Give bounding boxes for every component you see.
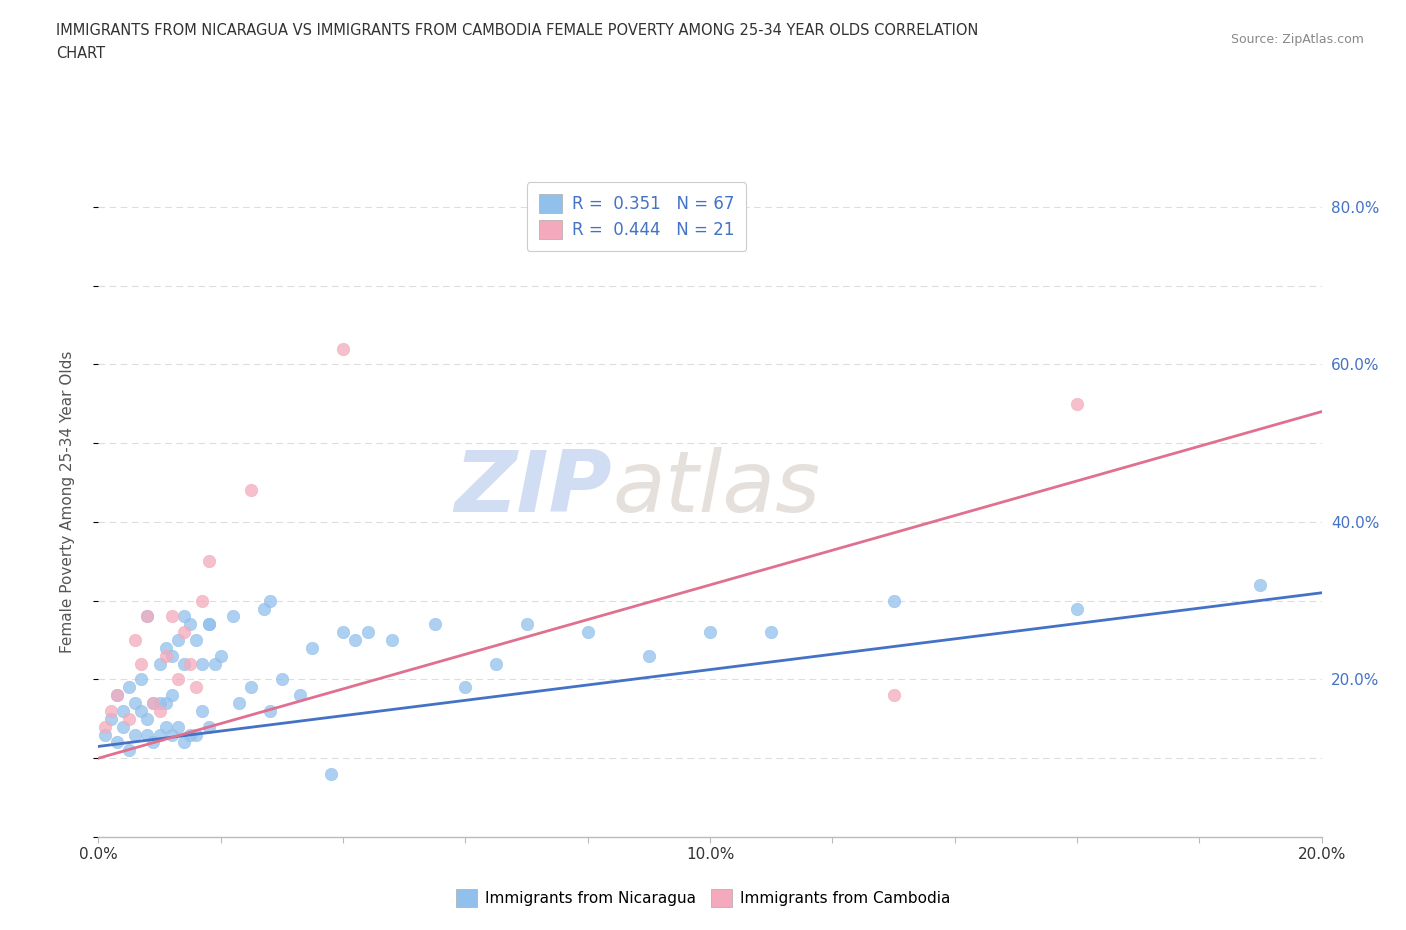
Point (167, 719, 190, 734)
Point (129, 657, 152, 671)
Point (191, 657, 214, 671)
Point (155, 641, 177, 656)
Point (516, 617, 538, 631)
Point (186, 727, 208, 742)
Point (1066, 396, 1088, 411)
Point (124, 696, 146, 711)
Point (197, 617, 219, 631)
Point (259, 703, 281, 718)
Point (124, 632, 146, 647)
Text: atlas: atlas (612, 447, 820, 530)
Point (191, 703, 214, 718)
Point (149, 703, 172, 718)
Point (1066, 601, 1088, 616)
Point (197, 719, 219, 734)
Text: ZIP: ZIP (454, 447, 612, 530)
Point (319, 766, 342, 781)
Point (142, 696, 165, 711)
Legend: Immigrants from Nicaragua, Immigrants from Cambodia: Immigrants from Nicaragua, Immigrants fr… (450, 884, 956, 913)
Point (186, 632, 208, 647)
Legend: R =  0.351   N = 67, R =  0.444   N = 21: R = 0.351 N = 67, R = 0.444 N = 21 (527, 182, 747, 251)
Point (155, 648, 177, 663)
Point (883, 593, 905, 608)
Point (485, 657, 508, 671)
Point (155, 719, 177, 734)
Point (136, 609, 159, 624)
Point (118, 680, 141, 695)
Point (160, 727, 183, 742)
Point (118, 711, 141, 726)
Point (129, 672, 152, 687)
Point (186, 680, 208, 695)
Point (252, 601, 274, 616)
Point (759, 625, 782, 640)
Point (111, 703, 134, 718)
Point (356, 625, 378, 640)
Point (204, 657, 226, 671)
Point (93, 719, 115, 734)
Point (155, 696, 177, 711)
Point (142, 735, 165, 750)
Point (240, 680, 263, 695)
Point (173, 609, 195, 624)
Point (179, 657, 201, 671)
Point (344, 632, 367, 647)
Point (270, 672, 292, 687)
Point (136, 609, 159, 624)
Point (332, 625, 354, 640)
Point (883, 688, 905, 703)
Point (1249, 578, 1271, 592)
Point (423, 617, 446, 631)
Point (259, 593, 281, 608)
Point (160, 688, 183, 703)
Point (149, 727, 172, 742)
Text: Source: ZipAtlas.com: Source: ZipAtlas.com (1230, 33, 1364, 46)
Point (576, 625, 599, 640)
Point (142, 696, 165, 711)
Y-axis label: Female Poverty Among 25-34 Year Olds: Female Poverty Among 25-34 Year Olds (60, 351, 75, 654)
Point (167, 672, 190, 687)
Point (699, 625, 721, 640)
Point (136, 727, 159, 742)
Point (129, 703, 152, 718)
Point (118, 743, 141, 758)
Point (167, 632, 190, 647)
Point (149, 657, 172, 671)
Point (111, 719, 134, 734)
Point (100, 711, 122, 726)
Point (173, 625, 195, 640)
Point (637, 648, 661, 663)
Point (160, 648, 183, 663)
Text: CHART: CHART (56, 46, 105, 61)
Point (179, 727, 201, 742)
Point (191, 593, 214, 608)
Point (105, 735, 128, 750)
Point (454, 680, 477, 695)
Point (228, 696, 250, 711)
Text: IMMIGRANTS FROM NICARAGUA VS IMMIGRANTS FROM CAMBODIA FEMALE POVERTY AMONG 25-34: IMMIGRANTS FROM NICARAGUA VS IMMIGRANTS … (56, 23, 979, 38)
Point (105, 688, 128, 703)
Point (209, 648, 232, 663)
Point (222, 609, 245, 624)
Point (197, 554, 219, 569)
Point (381, 632, 404, 647)
Point (149, 696, 172, 711)
Point (124, 727, 146, 742)
Point (173, 657, 195, 671)
Point (197, 617, 219, 631)
Point (301, 641, 323, 656)
Point (93, 727, 115, 742)
Point (173, 735, 195, 750)
Point (179, 617, 201, 631)
Point (160, 609, 183, 624)
Point (332, 341, 354, 356)
Point (240, 483, 263, 498)
Point (136, 711, 159, 726)
Point (100, 703, 122, 718)
Point (105, 688, 128, 703)
Point (290, 688, 312, 703)
